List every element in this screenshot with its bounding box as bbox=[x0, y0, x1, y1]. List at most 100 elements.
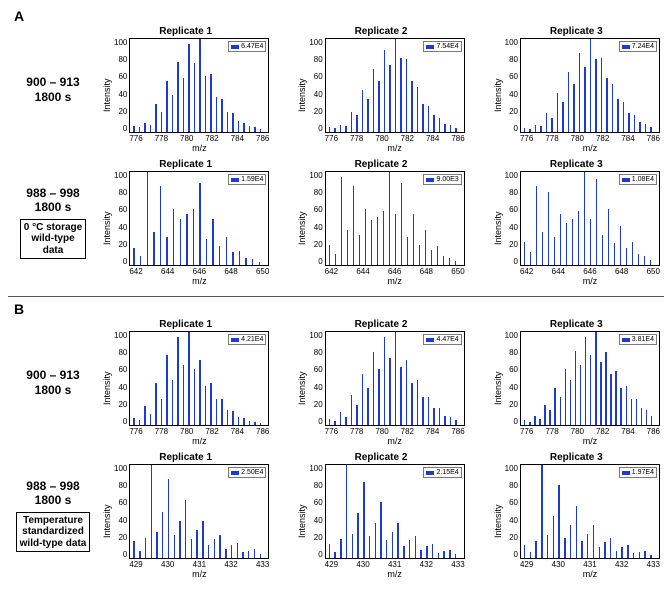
bars-container bbox=[521, 39, 659, 132]
spectrum-bar bbox=[216, 399, 217, 425]
x-axis-ticks: 776778780782784786 bbox=[520, 134, 660, 143]
spectrum-bar bbox=[443, 256, 444, 265]
spectrum-bar bbox=[560, 214, 561, 265]
chart-row: 988 – 9981800 s0 °C storagewild-typedata… bbox=[8, 159, 664, 286]
spectrum-bar bbox=[621, 547, 622, 558]
charts-grid: Replicate 1Intensity1008060402004.21E477… bbox=[98, 319, 664, 446]
chart-wrap: Replicate 2Intensity1008060402002.15E442… bbox=[297, 452, 464, 579]
spectrum-bar bbox=[168, 479, 169, 558]
chart-body: Intensity1008060402001.59E46426446466486… bbox=[102, 171, 269, 286]
plot-area: 3.81E4 bbox=[520, 331, 660, 426]
legend-box: 6.47E4 bbox=[228, 41, 266, 52]
spectrum-bar bbox=[590, 355, 591, 425]
legend-swatch bbox=[231, 178, 239, 182]
spectrum-bar bbox=[455, 128, 456, 132]
y-axis-label: Intensity bbox=[493, 331, 503, 446]
spectrum-bar bbox=[627, 545, 628, 558]
spectrum-bar bbox=[347, 230, 348, 265]
chart-wrap: Replicate 1Intensity1008060402001.59E464… bbox=[102, 159, 269, 286]
spectrum-bar bbox=[439, 118, 440, 132]
row-label-line1: 900 – 913 bbox=[26, 368, 79, 382]
row-label-line2: 1800 s bbox=[35, 493, 72, 507]
spectrum-bar bbox=[411, 383, 412, 425]
spectrum-bar bbox=[161, 112, 162, 132]
spectrum-bar bbox=[554, 237, 555, 265]
chart-title: Replicate 3 bbox=[550, 26, 603, 37]
x-axis-label: m/z bbox=[325, 569, 465, 579]
spectrum-bar bbox=[587, 534, 588, 558]
chart-title: Replicate 2 bbox=[355, 452, 408, 463]
spectrum-bar bbox=[392, 532, 393, 558]
spectrum-bar bbox=[551, 118, 552, 132]
plot-area: 7.54E4 bbox=[325, 38, 465, 133]
spectrum-bar bbox=[346, 465, 347, 558]
spectrum-bar bbox=[626, 248, 627, 265]
spectrum-bar bbox=[584, 67, 585, 132]
spectrum-bar bbox=[620, 388, 621, 425]
spectrum-bar bbox=[166, 81, 167, 132]
spectrum-bar bbox=[548, 192, 549, 265]
legend-box: 2.50E4 bbox=[228, 467, 266, 478]
chart-body: Intensity1008060402007.54E47767787807827… bbox=[297, 38, 464, 153]
panel-divider bbox=[8, 296, 664, 297]
spectrum-bar bbox=[345, 126, 346, 132]
plot-column: 1.97E4429430431432433m/z bbox=[520, 464, 660, 579]
chart-body: Intensity1008060402001.97E44294304314324… bbox=[493, 464, 660, 579]
spectrum-bar bbox=[534, 416, 535, 425]
spectrum-bar bbox=[576, 506, 577, 558]
spectrum-bar bbox=[536, 186, 537, 265]
spectrum-bar bbox=[193, 209, 194, 265]
spectrum-bar bbox=[133, 418, 134, 425]
spectrum-bar bbox=[419, 245, 420, 265]
legend-box: 7.54E4 bbox=[423, 41, 461, 52]
legend-value: 2.50E4 bbox=[241, 469, 263, 476]
spectrum-bar bbox=[564, 538, 565, 558]
spectrum-bar bbox=[378, 369, 379, 425]
spectrum-bar bbox=[400, 58, 401, 132]
chart-title: Replicate 1 bbox=[159, 159, 212, 170]
spectrum-bar bbox=[422, 104, 423, 132]
chart-wrap: Replicate 3Intensity1008060402001.08E464… bbox=[493, 159, 660, 286]
spectrum-bar bbox=[606, 78, 607, 132]
spectrum-bar bbox=[144, 406, 145, 425]
spectrum-bar bbox=[133, 248, 134, 265]
spectrum-bar bbox=[356, 405, 357, 425]
spectrum-bar bbox=[428, 106, 429, 132]
legend-value: 7.54E4 bbox=[436, 43, 458, 50]
spectrum-bar bbox=[568, 72, 569, 132]
spectrum-bar bbox=[177, 337, 178, 425]
chart-title: Replicate 3 bbox=[550, 319, 603, 330]
spectrum-bar bbox=[202, 521, 203, 558]
spectrum-bar bbox=[581, 541, 582, 558]
spectrum-bar bbox=[329, 127, 330, 132]
spectrum-bar bbox=[650, 260, 651, 265]
spectrum-bar bbox=[356, 115, 357, 132]
spectrum-bar bbox=[341, 177, 342, 265]
x-axis-ticks: 776778780782784786 bbox=[520, 427, 660, 436]
spectrum-bar bbox=[601, 58, 602, 132]
spectrum-bar bbox=[602, 235, 603, 265]
legend-box: 9.00E3 bbox=[423, 174, 461, 185]
spectrum-bar bbox=[644, 551, 645, 558]
spectrum-bar bbox=[616, 551, 617, 558]
spectrum-bar bbox=[367, 388, 368, 425]
plot-area: 4.21E4 bbox=[129, 331, 269, 426]
panel-label: B bbox=[14, 301, 664, 317]
spectrum-bar bbox=[161, 399, 162, 425]
spectrum-bar bbox=[411, 81, 412, 132]
spectrum-bar bbox=[254, 422, 255, 425]
spectrum-bar bbox=[549, 410, 550, 425]
spectrum-bar bbox=[573, 84, 574, 132]
spectrum-bar bbox=[572, 219, 573, 266]
panel-label: A bbox=[14, 8, 664, 24]
y-axis-label: Intensity bbox=[102, 171, 112, 286]
spectrum-bar bbox=[384, 50, 385, 132]
y-axis-ticks: 100806040200 bbox=[505, 38, 520, 133]
chart-body: Intensity1008060402003.81E47767787807827… bbox=[493, 331, 660, 446]
chart-wrap: Replicate 1Intensity1008060402002.50E442… bbox=[102, 452, 269, 579]
spectrum-bar bbox=[144, 123, 145, 132]
plot-area: 7.24E4 bbox=[520, 38, 660, 133]
spectrum-bar bbox=[231, 545, 232, 558]
x-axis-ticks: 642644646648650 bbox=[129, 267, 269, 276]
spectrum-bar bbox=[535, 125, 536, 132]
